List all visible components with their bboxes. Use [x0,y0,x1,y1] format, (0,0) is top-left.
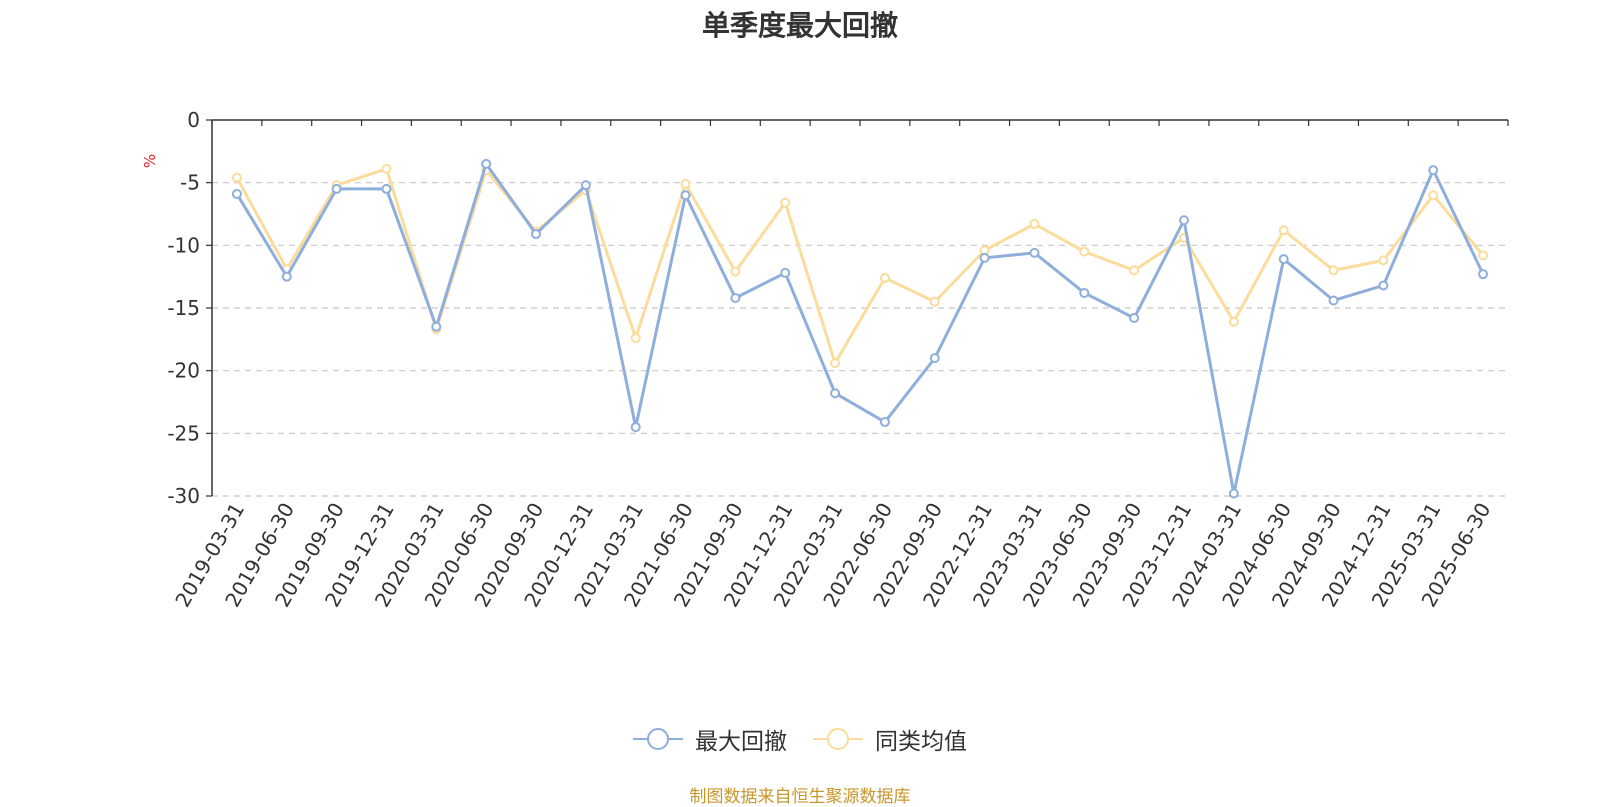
y-tick-label: -30 [167,484,200,508]
series-2-point [929,296,940,307]
series-line-1 [235,162,1485,495]
series-line-2 [235,167,1485,365]
y-axis-label: % [141,154,159,168]
series-1-point [481,158,492,169]
series-2-point [730,266,741,277]
series-2-point [1428,190,1439,201]
series-1-point [1378,280,1389,291]
y-tick-label: -10 [167,233,200,257]
y-tick-label: -5 [180,171,200,195]
y-tick-label: -15 [167,296,200,320]
legend-item-series-2[interactable]: 同类均值 [813,722,967,756]
series-1-point [1478,269,1489,280]
series-1-point [531,229,541,240]
series-2-point [231,172,242,183]
y-tick-label: -25 [167,421,200,445]
series-2-point [1079,246,1090,257]
series-2-point [830,358,841,369]
legend-line-circle-icon [633,728,683,750]
series-1-point [431,321,442,332]
series-1-point [580,180,591,191]
series-2-point [1228,316,1239,327]
series-1-point [1228,488,1239,499]
series-2-point [1328,265,1339,276]
y-tick-label: 0 [187,108,200,132]
series-1-point [979,252,990,263]
series-1-point [281,271,292,282]
series-1-point [929,353,940,364]
series-2-point [1378,255,1389,266]
legend-label-series-1: 最大回撤 [695,729,787,755]
legend-item-series-1[interactable]: 最大回撤 [633,722,787,756]
series-1-point [680,190,691,201]
y-tick-label: -20 [167,359,200,383]
series-2-point [381,163,392,174]
series-2-point [1029,219,1040,230]
series-1-point [1428,165,1439,176]
series-2-point [1129,265,1140,276]
series-1-point [830,388,841,399]
series-1-point [879,417,890,428]
series-lines [231,158,1489,499]
series-2-point [1278,225,1289,236]
series-1-point [780,267,791,278]
legend: 最大回撤 同类均值 [0,722,1600,756]
series-1-point [1179,215,1189,226]
series-1-point [730,292,741,303]
series-1-point [1029,247,1040,258]
grid-lines [212,182,1508,497]
series-2-point [1478,250,1489,261]
series-1-point [331,183,342,194]
series-1-point [231,188,242,199]
series-2-point [879,272,890,283]
series-1-point [1328,295,1339,306]
series-1-point [1278,254,1289,265]
series-2-point [780,197,791,208]
series-2-point [630,333,641,344]
legend-line-circle-icon [813,728,863,750]
legend-label-series-2: 同类均值 [875,729,967,755]
chart-title: 单季度最大回撤 [701,9,898,42]
data-source-footer: 制图数据来自恒生聚源数据库 [689,787,911,807]
series-1-point [630,422,641,433]
series-2-point [680,178,691,189]
series-1-point [381,183,392,194]
series-1-point [1079,287,1090,298]
series-1-point [1129,313,1140,324]
